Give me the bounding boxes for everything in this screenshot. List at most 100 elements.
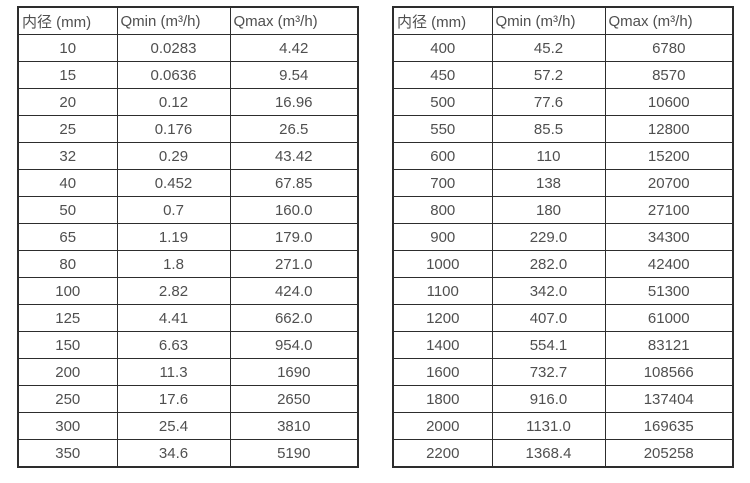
qmin-cell: 342.0 xyxy=(491,277,606,305)
qmin-cell: 554.1 xyxy=(491,331,606,359)
qmax-cell: 83121 xyxy=(604,331,734,359)
qmax-cell: 424.0 xyxy=(229,277,359,305)
qmax-cell: 43.42 xyxy=(229,142,359,170)
qmin-cell: 138 xyxy=(491,169,606,197)
table-row: 1400 554.1 83121 xyxy=(392,331,734,359)
diameter-cell: 200 xyxy=(17,358,118,386)
table-row: 900 229.0 34300 xyxy=(392,223,734,251)
qmax-cell: 2650 xyxy=(229,385,359,413)
qmin-cell: 916.0 xyxy=(491,385,606,413)
qmax-cell: 16.96 xyxy=(229,88,359,116)
table-row: 700 138 20700 xyxy=(392,169,734,197)
qmin-cell: 2.82 xyxy=(116,277,231,305)
diameter-cell: 1000 xyxy=(392,250,493,278)
table-row: 15 0.0636 9.54 xyxy=(17,61,359,89)
diameter-cell: 1600 xyxy=(392,358,493,386)
qmax-header: Qmax (m³/h) xyxy=(604,6,734,35)
diameter-cell: 2000 xyxy=(392,412,493,440)
diameter-cell: 2200 xyxy=(392,439,493,468)
diameter-cell: 600 xyxy=(392,142,493,170)
qmin-cell: 180 xyxy=(491,196,606,224)
qmax-cell: 954.0 xyxy=(229,331,359,359)
diameter-cell: 250 xyxy=(17,385,118,413)
table-row: 2200 1368.4 205258 xyxy=(392,439,734,468)
diameter-cell: 15 xyxy=(17,61,118,89)
qmin-cell: 6.63 xyxy=(116,331,231,359)
qmin-cell: 17.6 xyxy=(116,385,231,413)
qmax-cell: 205258 xyxy=(604,439,734,468)
qmax-cell: 160.0 xyxy=(229,196,359,224)
header-row: 内径 (mm) Qmin (m³/h) Qmax (m³/h) xyxy=(392,6,734,35)
qmin-cell: 77.6 xyxy=(491,88,606,116)
qmin-cell: 45.2 xyxy=(491,34,606,62)
diameter-cell: 900 xyxy=(392,223,493,251)
qmax-header: Qmax (m³/h) xyxy=(229,6,359,35)
table-row: 400 45.2 6780 xyxy=(392,34,734,62)
qmax-cell: 67.85 xyxy=(229,169,359,197)
qmin-cell: 11.3 xyxy=(116,358,231,386)
qmin-cell: 0.452 xyxy=(116,169,231,197)
table-row: 150 6.63 954.0 xyxy=(17,331,359,359)
table-row: 250 17.6 2650 xyxy=(17,385,359,413)
table-row: 800 180 27100 xyxy=(392,196,734,224)
qmin-cell: 1.8 xyxy=(116,250,231,278)
table-row: 80 1.8 271.0 xyxy=(17,250,359,278)
flow-table-left: 内径 (mm) Qmin (m³/h) Qmax (m³/h) 10 0.0283 4.4… xyxy=(17,6,359,468)
qmax-cell: 271.0 xyxy=(229,250,359,278)
table-row: 20 0.12 16.96 xyxy=(17,88,359,116)
qmin-cell: 1.19 xyxy=(116,223,231,251)
diameter-cell: 350 xyxy=(17,439,118,468)
header-row: 内径 (mm) Qmin (m³/h) Qmax (m³/h) xyxy=(17,6,359,35)
qmin-cell: 110 xyxy=(491,142,606,170)
qmax-cell: 662.0 xyxy=(229,304,359,332)
qmax-cell: 4.42 xyxy=(229,34,359,62)
table-row: 100 2.82 424.0 xyxy=(17,277,359,305)
qmin-cell: 0.29 xyxy=(116,142,231,170)
flow-table-right: 内径 (mm) Qmin (m³/h) Qmax (m³/h) 400 45.2 6780… xyxy=(392,6,734,468)
qmax-cell: 61000 xyxy=(604,304,734,332)
qmax-cell: 6780 xyxy=(604,34,734,62)
qmin-cell: 0.0283 xyxy=(116,34,231,62)
qmax-cell: 137404 xyxy=(604,385,734,413)
diameter-cell: 450 xyxy=(392,61,493,89)
qmin-cell: 85.5 xyxy=(491,115,606,143)
qmin-cell: 0.0636 xyxy=(116,61,231,89)
diameter-header: 内径 (mm) xyxy=(17,6,118,35)
qmin-cell: 1368.4 xyxy=(491,439,606,468)
diameter-cell: 1400 xyxy=(392,331,493,359)
qmax-cell: 8570 xyxy=(604,61,734,89)
qmax-cell: 26.5 xyxy=(229,115,359,143)
diameter-cell: 700 xyxy=(392,169,493,197)
table-row: 50 0.7 160.0 xyxy=(17,196,359,224)
table-row: 350 34.6 5190 xyxy=(17,439,359,468)
diameter-cell: 1800 xyxy=(392,385,493,413)
qmax-cell: 20700 xyxy=(604,169,734,197)
table-row: 10 0.0283 4.42 xyxy=(17,34,359,62)
diameter-cell: 25 xyxy=(17,115,118,143)
qmin-cell: 25.4 xyxy=(116,412,231,440)
table-row: 40 0.452 67.85 xyxy=(17,169,359,197)
diameter-cell: 300 xyxy=(17,412,118,440)
diameter-cell: 1100 xyxy=(392,277,493,305)
table-row: 1100 342.0 51300 xyxy=(392,277,734,305)
qmin-cell: 282.0 xyxy=(491,250,606,278)
table-row: 1600 732.7 108566 xyxy=(392,358,734,386)
qmin-cell: 229.0 xyxy=(491,223,606,251)
table-row: 1000 282.0 42400 xyxy=(392,250,734,278)
table-row: 32 0.29 43.42 xyxy=(17,142,359,170)
qmax-cell: 108566 xyxy=(604,358,734,386)
diameter-cell: 50 xyxy=(17,196,118,224)
qmax-cell: 1690 xyxy=(229,358,359,386)
table-row: 600 110 15200 xyxy=(392,142,734,170)
qmin-cell: 0.7 xyxy=(116,196,231,224)
diameter-cell: 800 xyxy=(392,196,493,224)
table-row: 1800 916.0 137404 xyxy=(392,385,734,413)
qmax-cell: 5190 xyxy=(229,439,359,468)
table-row: 65 1.19 179.0 xyxy=(17,223,359,251)
table-row: 200 11.3 1690 xyxy=(17,358,359,386)
qmin-cell: 0.12 xyxy=(116,88,231,116)
qmax-cell: 3810 xyxy=(229,412,359,440)
qmax-cell: 10600 xyxy=(604,88,734,116)
qmax-cell: 27100 xyxy=(604,196,734,224)
qmin-cell: 34.6 xyxy=(116,439,231,468)
